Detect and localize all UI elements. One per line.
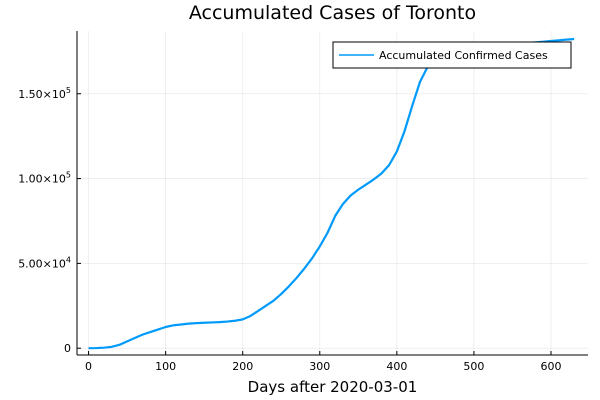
series-line	[88, 37, 575, 350]
grid	[77, 31, 588, 355]
y-tick-label: 5.00×104	[18, 255, 71, 270]
y-tick-label-exponent: 5	[66, 171, 71, 180]
axes	[76, 31, 588, 356]
y-tick-label: 1.00×105	[18, 171, 71, 186]
y-tick-label: 1.50×105	[18, 86, 71, 101]
x-ticks: 0 100 200 300 400 500 600	[85, 351, 562, 373]
y-tick-label: 0	[64, 342, 71, 355]
y-tick-label-exponent: 4	[66, 255, 71, 264]
series-layer	[88, 37, 575, 350]
x-tick-label: 100	[155, 360, 176, 373]
y-tick-label-base: 5.00×10	[18, 257, 66, 270]
y-tick-label-base: 1.50×10	[18, 88, 66, 101]
x-tick-label: 500	[463, 360, 484, 373]
x-tick-label: 600	[541, 360, 562, 373]
y-tick-label-base: 1.00×10	[18, 173, 66, 186]
chart-title: Accumulated Cases of Toronto	[189, 2, 476, 24]
y-tick-label-exponent: 5	[66, 86, 71, 95]
x-tick-label: 400	[386, 360, 407, 373]
x-axis-label: Days after 2020-03-01	[248, 378, 418, 396]
y-tick-label-base: 0	[64, 342, 71, 355]
x-tick-label: 200	[232, 360, 253, 373]
legend-label: Accumulated Confirmed Cases	[379, 49, 548, 62]
legend: Accumulated Confirmed Cases	[332, 41, 572, 69]
x-tick-label: 300	[309, 360, 330, 373]
x-tick-label: 0	[85, 360, 92, 373]
